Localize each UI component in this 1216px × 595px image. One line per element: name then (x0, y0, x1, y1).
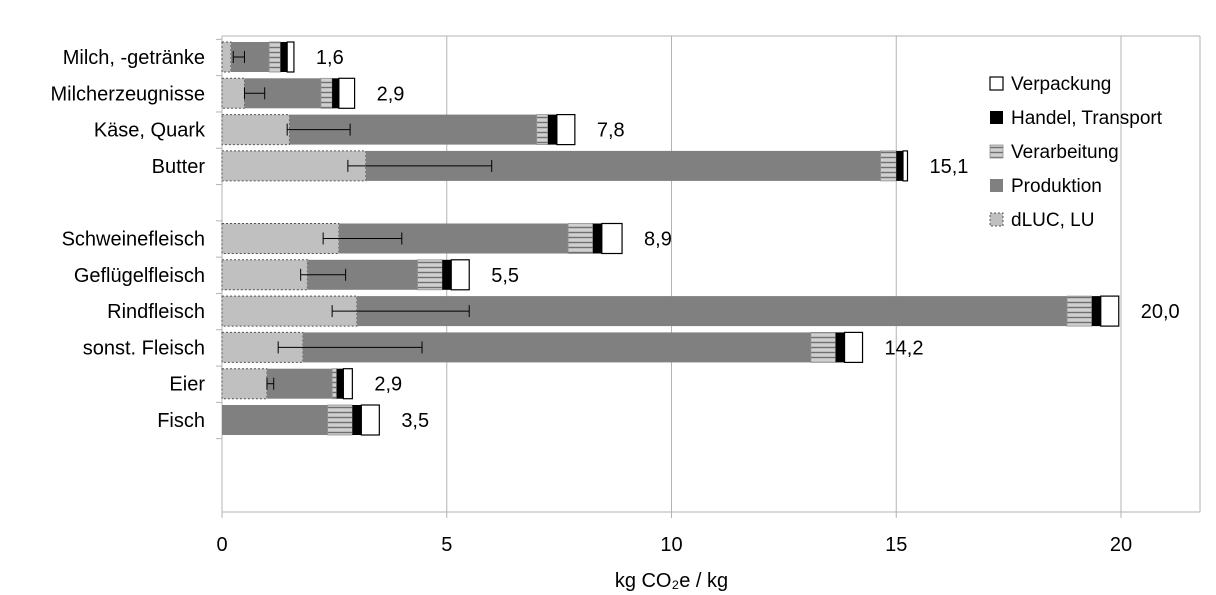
bar-segment-dluc-lu (221, 114, 290, 146)
data-label-total: 15,1 (929, 156, 968, 178)
bar-segment-dluc-lu (221, 77, 245, 109)
x-tick-label-0: 0 (216, 534, 227, 556)
bar-segment-verarbeitung (810, 331, 836, 363)
bar-segment-verarbeitung (567, 223, 594, 254)
category-label: Milcherzeugnisse (50, 83, 205, 105)
data-label-total: 2,9 (377, 83, 405, 105)
x-tick-label-20: 20 (1110, 534, 1132, 556)
bar-segment-dluc-lu (221, 368, 268, 400)
bar-segment-handel-transport (835, 332, 845, 363)
data-label-total: 1,6 (316, 47, 344, 69)
labels-layer: 0 5 10 15 20 Milch, -getränke 1,6 Milcherzeugni… (50, 47, 1179, 556)
bar-segment-verpackung (556, 113, 576, 146)
category-label: Geflügelfleisch (74, 265, 205, 287)
bar-segment-handel-transport (547, 114, 557, 145)
bar-segment-dluc-lu (221, 259, 308, 291)
bar-segment-verarbeitung (1066, 295, 1093, 327)
bar-segment-verpackung (601, 222, 623, 255)
bar-segment-handel-transport (280, 42, 288, 72)
data-label-total: 8,9 (644, 229, 672, 251)
x-tick-label-5: 5 (441, 534, 452, 556)
bar-segment-verpackung (338, 77, 356, 109)
data-label-total: 14,2 (885, 337, 924, 359)
legend-label: Produktion (1011, 176, 1102, 197)
legend-label: Verpackung (1011, 74, 1111, 95)
bar-segment-handel-transport (336, 368, 344, 399)
bar-segment-dluc-lu (221, 223, 340, 254)
legend-swatch-verpackung (989, 76, 1004, 91)
bar-segment-handel-transport (1091, 296, 1101, 327)
bar-segment-verpackung (360, 404, 380, 436)
bar-segment-handel-transport (332, 78, 339, 109)
category-label: Butter (152, 156, 206, 178)
bar-segment-verarbeitung (880, 150, 897, 182)
bar-segment-verpackung (286, 41, 295, 73)
bar-segment-produktion (266, 368, 333, 399)
error-bars-layer (232, 51, 493, 390)
category-label: Käse, Quark (94, 120, 206, 142)
data-label-total: 3,5 (401, 410, 429, 432)
category-label: Eier (169, 374, 205, 396)
bar-segment-dluc-lu (221, 150, 367, 182)
bar-segment-verpackung (1100, 295, 1120, 327)
legend-label: Handel, Transport (1011, 108, 1163, 129)
legend-label: dLUC, LU (1011, 210, 1094, 231)
bar-segment-handel-transport (352, 405, 362, 435)
category-label: Rindfleisch (107, 301, 205, 323)
category-label: Milch, -getränke (63, 47, 205, 69)
bar-segment-produktion (222, 405, 328, 435)
bar-segment-verpackung (902, 150, 909, 182)
legend-label: Verarbeitung (1011, 142, 1119, 163)
category-label: sonst. Fleisch (83, 337, 205, 359)
bar-segment-verarbeitung (327, 404, 353, 436)
bar-segment-verarbeitung (331, 368, 338, 400)
x-axis-label: kg CO₂e / kg (615, 570, 728, 592)
legend: Verpackung Handel, Transport Verarbeitung P… (989, 74, 1163, 231)
bar-segment-verarbeitung (320, 77, 333, 109)
bar-segment-verpackung (843, 331, 864, 363)
bar-segment-handel-transport (592, 223, 602, 254)
legend-swatch-handel-transport (990, 111, 1003, 124)
data-label-total: 20,0 (1141, 301, 1180, 323)
data-label-total: 5,5 (491, 265, 519, 287)
bar-segment-produktion (356, 296, 1068, 327)
legend-swatch-verarbeitung (989, 144, 1004, 159)
legend-swatch-produktion (990, 179, 1003, 192)
bar-segment-verarbeitung (268, 41, 281, 73)
data-label-total: 2,9 (374, 374, 402, 396)
bar-segment-dluc-lu (221, 41, 232, 73)
bar-segment-verpackung (342, 368, 353, 400)
legend-swatch-dluc-lu (989, 212, 1004, 227)
data-label-total: 7,8 (597, 120, 625, 142)
bar-segment-verarbeitung (536, 114, 549, 145)
x-tick-label-15: 15 (885, 534, 907, 556)
bar-segment-handel-transport (896, 150, 903, 181)
x-tick-label-10: 10 (660, 534, 682, 556)
category-label: Schweinefleisch (62, 229, 205, 251)
bar-segment-verpackung (450, 259, 470, 291)
bar-segment-handel-transport (442, 259, 452, 290)
category-label: Fisch (157, 410, 205, 432)
bar-segment-verarbeitung (417, 259, 443, 291)
